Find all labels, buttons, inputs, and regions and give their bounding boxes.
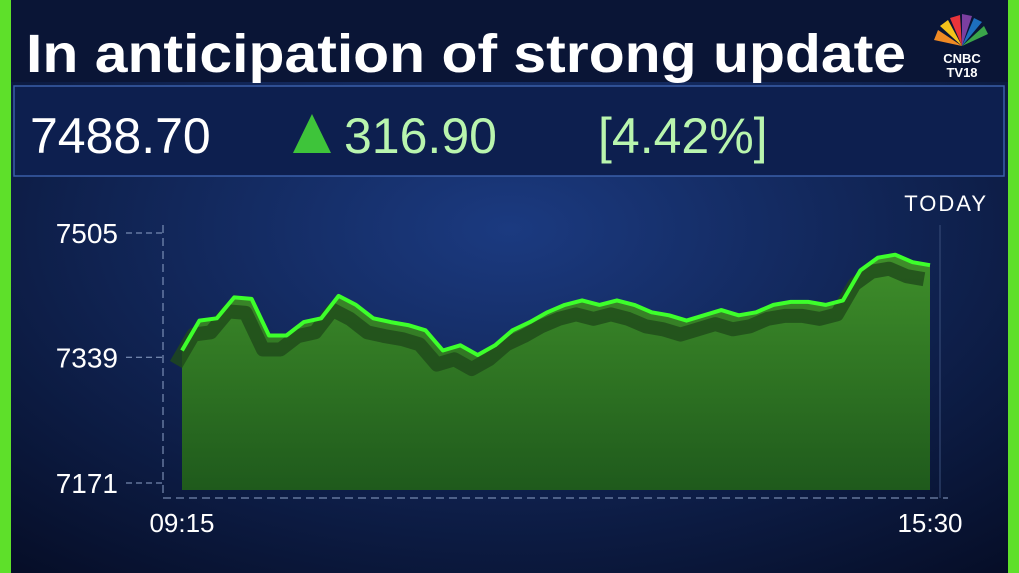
quote-box	[13, 85, 1005, 177]
y-tick-label: 7339	[56, 342, 118, 373]
line	[180, 252, 931, 357]
side-bar	[0, 0, 11, 573]
title: In anticipation of strong update	[26, 24, 906, 84]
change: 316.90	[344, 108, 497, 164]
period-label: TODAY	[904, 191, 988, 216]
y-tick-label: 7171	[56, 468, 118, 499]
up-arrow	[293, 114, 331, 153]
price: 7488.70	[30, 108, 211, 164]
logo-text: TV18	[946, 65, 977, 80]
line-shadow	[169, 261, 926, 376]
side-bar	[1008, 0, 1019, 573]
logo-text: CNBC	[943, 51, 981, 66]
logo: CNBC TV18	[934, 14, 988, 80]
y-tick-label: 7505	[56, 218, 118, 249]
area	[182, 254, 930, 490]
x-tick-label: 09:15	[149, 508, 214, 538]
change-percent: [4.42%]	[598, 108, 768, 164]
title-bar	[11, 0, 1008, 82]
x-tick-label: 15:30	[897, 508, 962, 538]
